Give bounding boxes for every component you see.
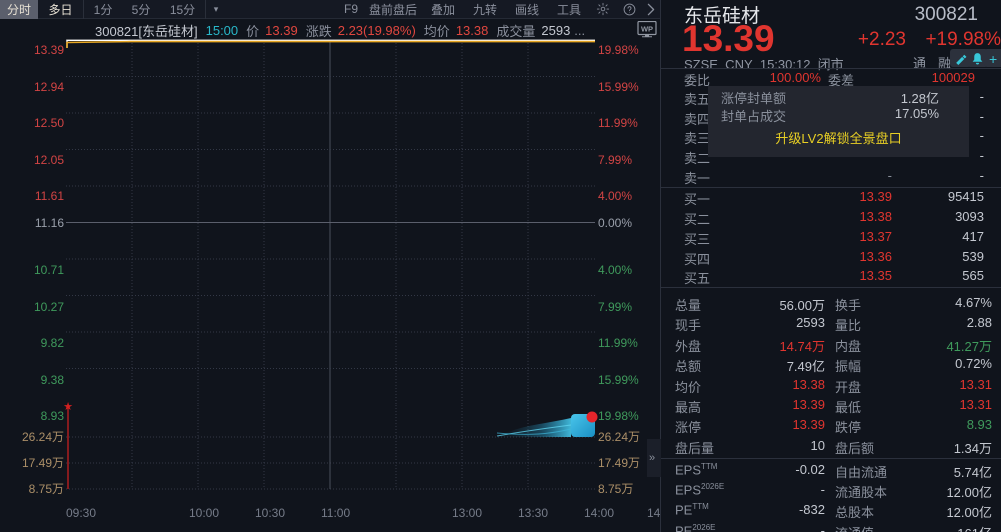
svg-text:★: ★ <box>63 401 73 413</box>
